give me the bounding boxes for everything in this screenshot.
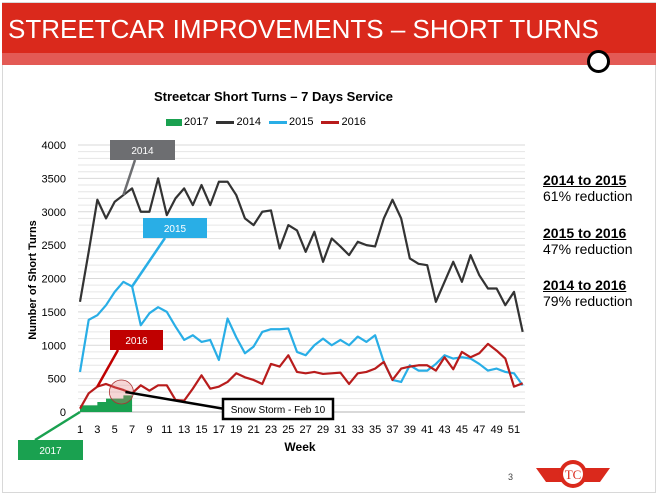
x-tick-label: 49 bbox=[491, 424, 503, 436]
x-tick-label: 27 bbox=[300, 424, 312, 436]
x-tick-label: 47 bbox=[473, 424, 485, 436]
x-tick-label: 43 bbox=[438, 424, 450, 436]
title-band bbox=[2, 53, 656, 65]
x-tick-label: 19 bbox=[230, 424, 242, 436]
annotation-2015-label: 2015 bbox=[164, 224, 187, 235]
chart-title: Streetcar Short Turns – 7 Days Service bbox=[154, 89, 393, 104]
legend-2014: 2014 bbox=[216, 116, 261, 128]
x-tick-label: 51 bbox=[508, 424, 520, 436]
x-tick-label: 37 bbox=[386, 424, 398, 436]
note-text: 79% reduction bbox=[543, 293, 633, 309]
annotation-2017-leader bbox=[34, 410, 81, 442]
x-tick-label: 11 bbox=[161, 424, 172, 436]
x-tick-label: 21 bbox=[247, 424, 259, 436]
x-tick-label: 35 bbox=[369, 424, 381, 436]
y-tick-label: 1000 bbox=[42, 340, 66, 352]
annotation-2014-leader bbox=[122, 159, 137, 196]
x-tick-label: 39 bbox=[404, 424, 416, 436]
title-bar bbox=[2, 3, 656, 53]
annotation-2017-label: 2017 bbox=[39, 446, 62, 457]
note-text: 47% reduction bbox=[543, 241, 633, 257]
slide-frame bbox=[2, 2, 656, 493]
x-tick-label: 9 bbox=[146, 424, 152, 436]
snow-storm-marker bbox=[109, 379, 134, 405]
legend-2017: 2017 bbox=[166, 116, 208, 128]
slide-title: STREETCAR IMPROVEMENTS – SHORT TURNS bbox=[8, 14, 599, 44]
annotation-2015-box bbox=[143, 218, 207, 238]
y-tick-label: 2500 bbox=[42, 240, 66, 252]
x-axis-label: Week bbox=[284, 440, 315, 454]
x-tick-label: 23 bbox=[265, 424, 277, 436]
y-tick-label: 2000 bbox=[42, 274, 66, 286]
annotation-2014-label: 2014 bbox=[131, 146, 154, 157]
x-tick-label: 1 bbox=[77, 424, 83, 436]
note-2015-2016: 2015 to 2016 47% reduction bbox=[543, 225, 633, 257]
series-2015-line bbox=[78, 280, 524, 386]
page-number: 3 bbox=[508, 472, 514, 482]
chart-legend: 2017 2014 2015 2016 bbox=[166, 116, 366, 128]
x-tick-label: 5 bbox=[112, 424, 118, 436]
note-heading: 2015 to 2016 bbox=[543, 225, 627, 241]
y-tick-label: 3500 bbox=[42, 173, 66, 185]
x-tick-label: 3 bbox=[94, 424, 100, 436]
series-2014-line bbox=[78, 177, 524, 333]
series-2016-line bbox=[79, 342, 524, 410]
y-tick-label: 4000 bbox=[42, 140, 66, 152]
x-tick-label: 33 bbox=[352, 424, 364, 436]
x-tick-label: 45 bbox=[456, 424, 468, 436]
note-2014-2015: 2014 to 2015 61% reduction bbox=[543, 172, 633, 204]
annotation-2017-box bbox=[18, 440, 83, 460]
y-tick-label: 500 bbox=[48, 374, 66, 386]
legend-2016: 2016 bbox=[321, 116, 366, 128]
annotation-2015-leader bbox=[131, 237, 167, 288]
annotation-snow-storm-label: Snow Storm - Feb 10 bbox=[231, 405, 326, 416]
y-tick-label: 3000 bbox=[42, 207, 66, 219]
note-text: 61% reduction bbox=[543, 188, 633, 204]
legend-2015: 2015 bbox=[268, 116, 313, 128]
x-tick-label: 17 bbox=[213, 424, 225, 436]
annotation-2016-leader bbox=[96, 349, 120, 388]
x-tick-label: 31 bbox=[334, 424, 346, 436]
x-tick-label: 7 bbox=[129, 424, 135, 436]
series-2017-area bbox=[80, 395, 133, 412]
annotation-snow-storm-leader bbox=[125, 390, 226, 411]
ring-icon bbox=[587, 50, 610, 73]
x-tick-label: 25 bbox=[282, 424, 294, 436]
annotation-2016-box bbox=[110, 330, 163, 350]
y-tick-label: 0 bbox=[60, 407, 66, 419]
note-2014-2016: 2014 to 2016 79% reduction bbox=[543, 277, 633, 309]
x-tick-label: 29 bbox=[317, 424, 329, 436]
annotation-2014-box bbox=[110, 140, 175, 160]
x-tick-label: 13 bbox=[178, 424, 190, 436]
annotation-snow-storm-box bbox=[221, 397, 335, 421]
x-tick-label: 41 bbox=[421, 424, 433, 436]
note-heading: 2014 to 2015 bbox=[543, 172, 627, 188]
y-axis-label: Number of Short Turns bbox=[27, 220, 39, 340]
y-tick-label: 1500 bbox=[42, 307, 66, 319]
x-tick-label: 15 bbox=[195, 424, 207, 436]
note-heading: 2014 to 2016 bbox=[543, 277, 627, 293]
annotation-2016-label: 2016 bbox=[125, 336, 148, 347]
